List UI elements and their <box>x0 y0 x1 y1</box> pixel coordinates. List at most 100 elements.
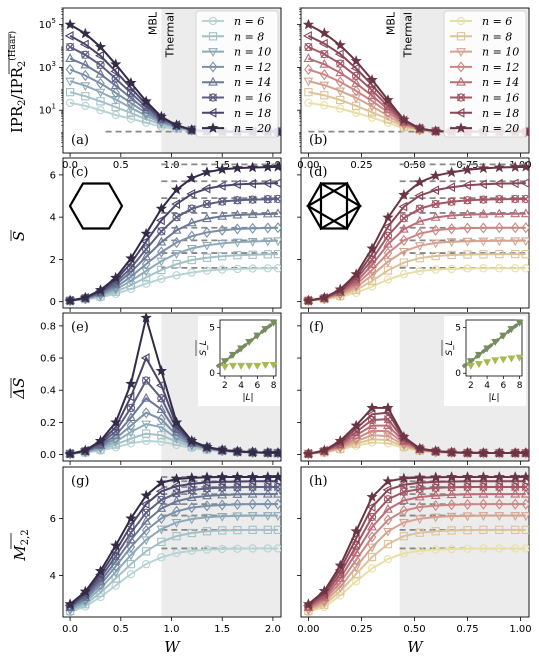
data-point <box>477 162 489 174</box>
data-point <box>155 365 167 376</box>
data-point <box>171 495 182 505</box>
data-point <box>141 407 151 419</box>
data-point <box>430 239 441 249</box>
data-point <box>208 93 218 102</box>
data-point <box>319 58 330 68</box>
data-point <box>462 488 473 498</box>
data-point <box>217 499 227 511</box>
data-point <box>208 48 218 58</box>
panel-h: 0.00 0.25 0.50 0.75 1.00 (h) <box>297 466 532 635</box>
data-point <box>172 213 181 222</box>
data-point <box>304 63 313 76</box>
data-point <box>157 537 166 547</box>
y-tick-label: 103 <box>39 60 56 74</box>
series-line <box>70 253 279 302</box>
data-point <box>141 559 151 569</box>
data-point <box>247 488 258 498</box>
data-point <box>520 471 529 482</box>
data-point <box>399 505 409 517</box>
data-point <box>456 76 466 86</box>
data-point <box>273 512 281 522</box>
inset-x-tick-label: 8 <box>271 381 277 391</box>
data-point <box>382 484 392 495</box>
data-point <box>493 447 505 458</box>
data-point <box>367 276 377 286</box>
inset-y-tick-label: 0 <box>209 369 215 379</box>
legend-entry: n = 14 <box>234 76 271 89</box>
data-point <box>478 488 489 498</box>
inset-data-point <box>515 319 524 327</box>
data-point <box>65 98 75 108</box>
data-point <box>125 377 137 389</box>
data-point <box>304 87 313 97</box>
data-point <box>273 498 281 510</box>
data-point <box>521 525 529 535</box>
series-line <box>308 239 526 302</box>
data-point <box>65 63 75 76</box>
data-point <box>172 236 181 249</box>
data-point <box>187 204 196 213</box>
data-point <box>208 61 218 73</box>
data-point <box>186 478 196 489</box>
series-6 <box>304 264 529 305</box>
inset-data-point <box>483 359 492 367</box>
data-point <box>447 197 456 206</box>
inset-x-tick-label: 8 <box>517 381 523 391</box>
data-point <box>233 525 242 535</box>
inset-data-point <box>237 362 246 370</box>
inset-data-point <box>269 361 278 369</box>
ylabel-row4: M2,2 <box>10 529 31 562</box>
data-point <box>170 473 183 484</box>
legend-entry: n = 20 <box>482 122 519 135</box>
data-point <box>233 264 242 274</box>
data-point <box>217 210 228 220</box>
data-point <box>187 230 197 242</box>
hexagon-lattice-icon <box>68 182 124 230</box>
x-tick-label: 0.25 <box>350 160 372 171</box>
data-point <box>398 223 409 233</box>
x-tick-label: 1.00 <box>509 624 531 635</box>
data-point <box>520 178 529 188</box>
data-point <box>202 213 212 223</box>
x-tick-label: 2.0 <box>265 624 281 635</box>
series-line <box>69 212 279 302</box>
data-point <box>187 268 196 277</box>
y-tick-label: 0.8 <box>40 321 56 332</box>
data-point <box>511 544 520 553</box>
data-point <box>304 98 313 108</box>
data-point <box>336 104 345 113</box>
legend-entry: n = 12 <box>482 61 519 74</box>
data-point <box>455 122 467 133</box>
data-point <box>247 471 259 482</box>
data-point <box>495 195 504 204</box>
x-tick-label: 0.0 <box>62 624 78 635</box>
data-point <box>456 48 466 58</box>
data-point <box>447 544 456 554</box>
series-line <box>308 547 526 614</box>
data-point <box>414 176 426 188</box>
data-point <box>231 162 243 173</box>
data-point <box>110 95 121 105</box>
data-point <box>495 249 504 259</box>
panel-label: (g) <box>71 474 89 489</box>
data-point <box>495 498 504 510</box>
series-20 <box>302 471 529 609</box>
data-point <box>520 208 529 218</box>
data-point <box>334 49 344 59</box>
data-point <box>202 226 212 238</box>
data-point <box>141 429 151 438</box>
legend-entry: n = 18 <box>234 107 271 120</box>
series-line <box>69 226 279 302</box>
series-line <box>69 493 278 609</box>
data-point <box>462 237 473 247</box>
x-tick-label: 1.5 <box>214 624 230 635</box>
data-point <box>95 68 106 78</box>
data-point <box>186 217 197 227</box>
star-of-david-lattice-icon <box>305 181 363 231</box>
data-point <box>273 488 281 498</box>
data-point <box>248 195 257 204</box>
data-point <box>463 544 472 553</box>
legend-entry: n = 8 <box>234 30 264 43</box>
inset-xlabel: |L| <box>242 393 253 403</box>
